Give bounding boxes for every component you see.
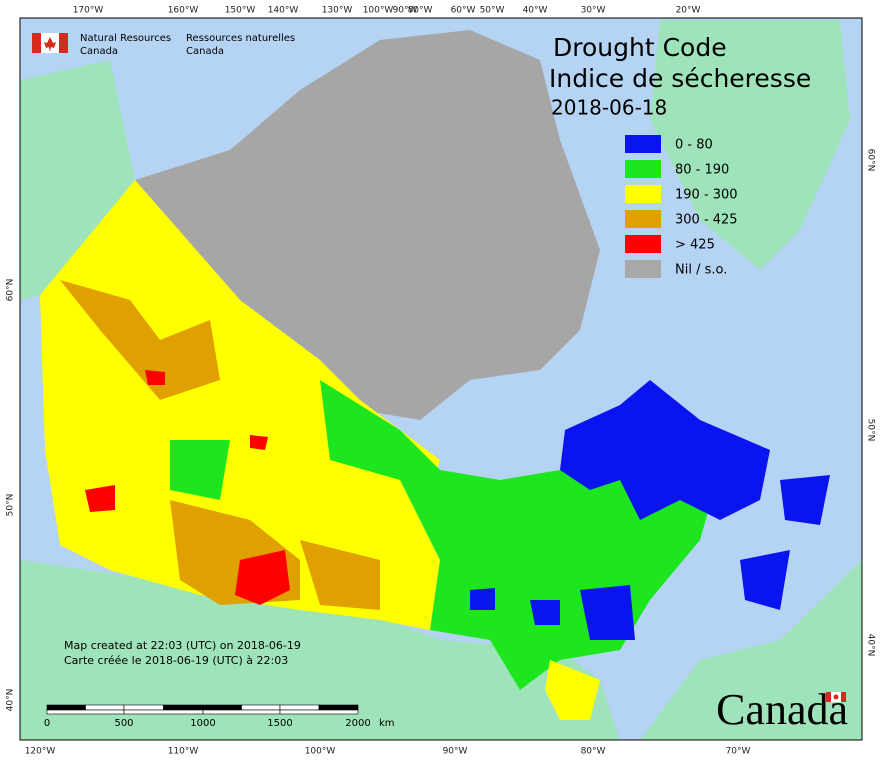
legend-label: > 425 xyxy=(675,238,715,253)
legend-swatch xyxy=(625,135,661,153)
title-fr: Indice de sécheresse xyxy=(549,64,811,93)
lat-label: 40°N xyxy=(866,634,876,657)
scale-segment xyxy=(123,709,204,715)
legend-swatch xyxy=(625,210,661,228)
agency-fr: Canada xyxy=(186,46,224,57)
legend-swatch xyxy=(625,160,661,178)
lon-label: 150°W xyxy=(225,6,256,16)
lon-label: 110°W xyxy=(168,747,199,757)
lat-label: 50°N xyxy=(866,419,876,442)
credit: Map created at 22:03 (UTC) on 2018-06-19 xyxy=(64,639,301,652)
legend-label: 0 - 80 xyxy=(675,138,713,153)
legend-label: 190 - 300 xyxy=(675,188,738,203)
legend-swatch xyxy=(625,185,661,203)
lat-label: 50°N xyxy=(6,494,16,517)
scale-segment xyxy=(163,704,204,711)
legend-swatch xyxy=(625,235,661,253)
lon-label: 160°W xyxy=(168,6,199,16)
scale-label: 1500 xyxy=(267,718,292,729)
lon-label: 100°W xyxy=(363,6,394,16)
scale-segment xyxy=(318,704,359,711)
lon-label: 90°W xyxy=(443,747,468,757)
scale-label: 2000 xyxy=(345,718,370,729)
lon-label: 80°W xyxy=(408,6,433,16)
map-date: 2018-06-18 xyxy=(551,96,667,120)
credit: Carte créée le 2018-06-19 (UTC) à 22:03 xyxy=(64,654,288,667)
lon-label: 130°W xyxy=(322,6,353,16)
lon-label: 40°W xyxy=(523,6,548,16)
lat-label: 60°N xyxy=(6,279,16,302)
agency-en: Canada xyxy=(80,46,118,57)
lon-label: 30°W xyxy=(581,6,606,16)
scale-segment xyxy=(46,709,125,715)
legend-swatch xyxy=(625,260,661,278)
agency-fr: Ressources naturelles xyxy=(186,33,295,44)
lon-label: 100°W xyxy=(305,747,336,757)
scale-label: 500 xyxy=(114,718,133,729)
scale-segment xyxy=(279,704,320,711)
scale-label: 0 xyxy=(44,718,50,729)
scale-segment xyxy=(123,704,164,711)
legend-label: Nil / s.o. xyxy=(675,263,727,278)
lon-label: 90°W xyxy=(393,6,418,16)
lat-label: 40°N xyxy=(6,689,16,712)
scale-label: 1000 xyxy=(190,718,215,729)
scale-segment xyxy=(202,704,242,711)
legend-label: 80 - 190 xyxy=(675,163,729,178)
lon-label: 70°W xyxy=(726,747,751,757)
scale-segment xyxy=(202,709,281,715)
map-frame xyxy=(19,17,863,741)
lon-label: 170°W xyxy=(73,6,104,16)
lon-label: 120°W xyxy=(25,747,56,757)
lon-label: 20°W xyxy=(676,6,701,16)
wordmark-flag xyxy=(826,692,846,702)
scale-unit: km xyxy=(379,718,395,729)
land xyxy=(20,20,862,740)
lon-label: 50°W xyxy=(480,6,505,16)
scale-segment xyxy=(46,704,86,711)
scale-segment xyxy=(279,709,359,715)
legend-label: 300 - 425 xyxy=(675,213,738,228)
lon-label: 140°W xyxy=(268,6,299,16)
flag xyxy=(32,33,68,53)
lon-label: 80°W xyxy=(581,747,606,757)
lon-label: 60°W xyxy=(451,6,476,16)
lat-label: 60°N xyxy=(866,149,876,172)
agency-en: Natural Resources xyxy=(80,33,171,44)
title-en: Drought Code xyxy=(553,33,727,62)
scale-segment xyxy=(241,704,281,711)
scale-segment xyxy=(85,704,125,711)
